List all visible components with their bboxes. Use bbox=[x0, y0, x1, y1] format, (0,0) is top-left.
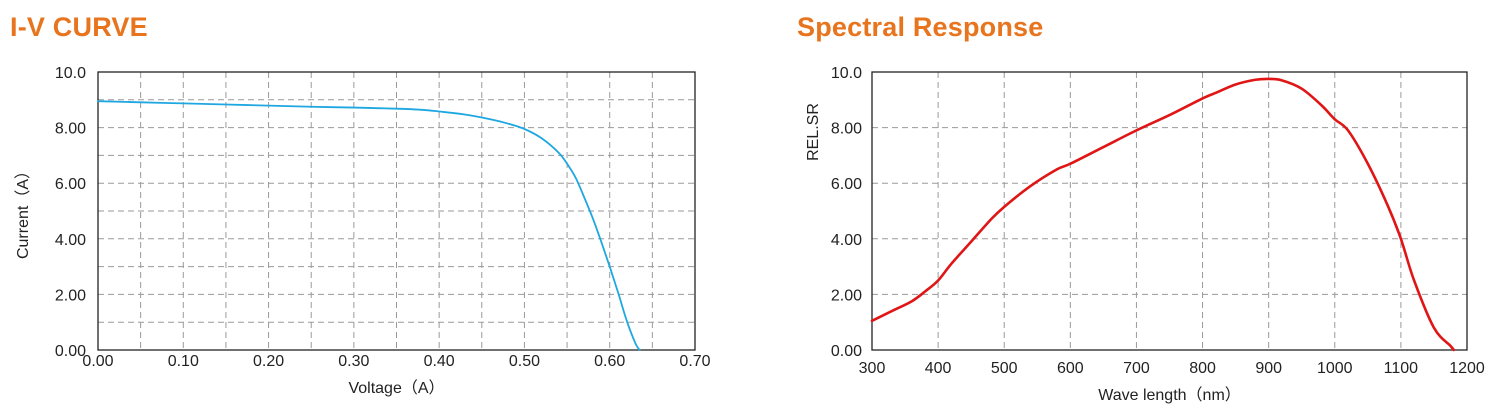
iv-y-tick-label: 0.00 bbox=[55, 343, 86, 360]
iv-x-tick-label: 0.10 bbox=[168, 353, 199, 370]
sr-series-line bbox=[870, 77, 1456, 352]
iv-y-axis-label: Current（A） bbox=[14, 163, 32, 259]
spectral-response-title: Spectral Response bbox=[797, 12, 1044, 42]
iv-y-tick-label: 2.00 bbox=[55, 287, 86, 304]
sr-x-tick-label: 900 bbox=[1255, 360, 1282, 377]
iv-y-tick-label: 4.00 bbox=[55, 232, 86, 249]
iv-curve-chart: 0.00 0.10 0.20 0.30 0.40 0.50 0.60 0.70 0.00 2.00… bbox=[14, 65, 711, 397]
iv-x-tick-label: 0.20 bbox=[253, 353, 284, 370]
iv-y-tick-label: 10.0 bbox=[55, 65, 86, 82]
spectral-response-chart: 300 400 500 600 700 800 900 1000 1100 1200 0.00 2.0… bbox=[805, 65, 1485, 404]
sr-x-tick-label: 1200 bbox=[1449, 360, 1485, 377]
iv-x-tick-label: 0.50 bbox=[509, 353, 540, 370]
sr-x-tick-label: 700 bbox=[1123, 360, 1150, 377]
iv-y-tick-label: 8.00 bbox=[55, 121, 86, 138]
sr-x-tick-label: 400 bbox=[925, 360, 952, 377]
sr-x-tick-label: 600 bbox=[1057, 360, 1084, 377]
sr-x-tick-label: 500 bbox=[991, 360, 1018, 377]
sr-y-tick-label: 4.00 bbox=[831, 232, 862, 249]
sr-y-tick-label: 0.00 bbox=[831, 343, 862, 360]
sr-y-tick-label: 2.00 bbox=[831, 287, 862, 304]
sr-plot-frame bbox=[871, 71, 1468, 351]
sr-x-tick-label: 800 bbox=[1189, 360, 1216, 377]
sr-y-axis-label: REL.SR bbox=[805, 103, 822, 161]
iv-x-tick-label: 0.40 bbox=[424, 353, 455, 370]
sr-y-tick-label: 6.00 bbox=[831, 176, 862, 193]
sr-x-tick-label: 300 bbox=[859, 360, 886, 377]
sr-x-axis-label: Wave length（nm） bbox=[1098, 386, 1241, 404]
iv-plot-frame bbox=[97, 71, 696, 351]
iv-grid bbox=[98, 72, 695, 350]
sr-x-tick-label: 1100 bbox=[1384, 360, 1419, 377]
iv-x-tick-label: 0.70 bbox=[679, 353, 710, 370]
iv-series-line bbox=[97, 100, 641, 351]
iv-curve-title: I-V CURVE bbox=[10, 12, 148, 42]
iv-x-tick-label: 0.60 bbox=[594, 353, 625, 370]
sr-y-tick-label: 8.00 bbox=[831, 121, 862, 138]
iv-y-tick-label: 6.00 bbox=[55, 176, 86, 193]
iv-x-tick-label: 0.30 bbox=[338, 353, 369, 370]
iv-x-tick-label: 0.00 bbox=[82, 353, 113, 370]
iv-x-axis-label: Voltage（A） bbox=[348, 379, 444, 397]
sr-x-tick-label: 1000 bbox=[1317, 360, 1353, 377]
sr-y-tick-label: 10.0 bbox=[831, 65, 862, 82]
sr-grid bbox=[872, 72, 1467, 350]
